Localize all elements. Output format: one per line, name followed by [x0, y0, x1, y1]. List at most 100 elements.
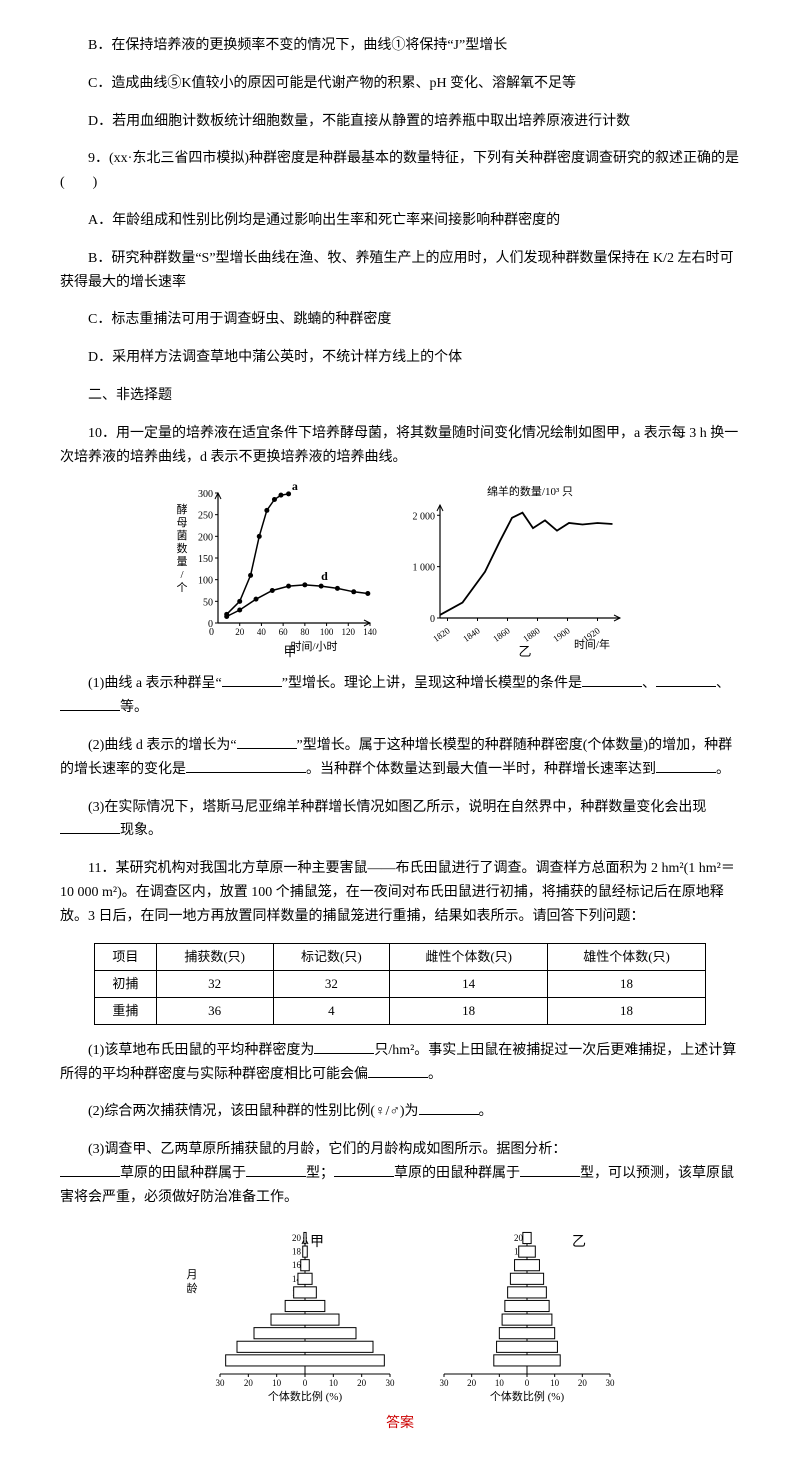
svg-text:1860: 1860 — [491, 626, 512, 645]
svg-text:140: 140 — [363, 627, 377, 637]
svg-text:乙: 乙 — [572, 1234, 586, 1250]
svg-text:绵羊的数量/10³ 只: 绵羊的数量/10³ 只 — [487, 484, 573, 498]
svg-text:母: 母 — [177, 516, 188, 529]
svg-text:菌: 菌 — [177, 529, 188, 542]
blank — [60, 1162, 120, 1177]
svg-text:1840: 1840 — [461, 626, 482, 645]
svg-text:0: 0 — [303, 1378, 308, 1388]
svg-text:个: 个 — [177, 581, 188, 594]
svg-text:30: 30 — [606, 1378, 616, 1388]
blank — [60, 819, 120, 834]
svg-text:0: 0 — [209, 627, 214, 638]
blank — [222, 672, 282, 687]
svg-text:20: 20 — [244, 1378, 254, 1388]
svg-text:1 000: 1 000 — [413, 563, 436, 574]
q10-figures: 0 50 100 150 200 250 300 20 40 60 80 100 120 140 0 a d 酵母… — [60, 483, 740, 658]
svg-text:乙: 乙 — [518, 644, 531, 658]
svg-text:60: 60 — [279, 627, 289, 637]
q9-stem: 9．(xx·东北三省四市模拟)种群密度是种群最基本的数量特征，下列有关种群密度调… — [60, 147, 740, 195]
q11-figures: 24681012141618203020100102030月龄个体数比例 (%)… — [60, 1224, 740, 1404]
opt-b: B．在保持培养液的更换频率不变的情况下，曲线①将保持“J”型增长 — [60, 34, 740, 58]
svg-text:20: 20 — [292, 1233, 302, 1243]
blank — [246, 1162, 306, 1177]
svg-text:30: 30 — [216, 1378, 226, 1388]
q10-stem: 10．用一定量的培养液在适宜条件下培养酵母菌，将其数量随时间变化情况绘制如图甲，… — [60, 422, 740, 470]
table-row: 初捕32321418 — [95, 970, 706, 997]
blank — [656, 758, 716, 773]
svg-text:d: d — [321, 570, 328, 584]
svg-text:月: 月 — [187, 1269, 198, 1281]
svg-text:2 000: 2 000 — [413, 512, 436, 523]
svg-text:100: 100 — [198, 576, 213, 587]
opt-d-line1: D．若用血细胞计数板统计细胞数量，不能直接从静置的培养瓶中取出培养原液进行计数 — [60, 110, 740, 134]
svg-text:a: a — [292, 483, 298, 493]
svg-text:18: 18 — [292, 1246, 302, 1256]
svg-text:50: 50 — [203, 598, 213, 609]
svg-text:1900: 1900 — [551, 626, 572, 645]
svg-text:时间/年: 时间/年 — [574, 637, 610, 651]
table-row: 重捕3641818 — [95, 997, 706, 1024]
q9-c: C．标志重捕法可用于调查蚜虫、跳蝻的种群密度 — [60, 308, 740, 332]
blank — [186, 758, 306, 773]
svg-text:10: 10 — [495, 1378, 505, 1388]
svg-text:0: 0 — [430, 614, 435, 625]
svg-text:150: 150 — [198, 554, 213, 565]
section-2-title: 二、非选择题 — [60, 384, 740, 408]
q11-p2: (2)综合两次捕获情况，该田鼠种群的性别比例(♀/♂)为。 — [60, 1100, 740, 1124]
svg-text:时间/小时: 时间/小时 — [290, 640, 337, 653]
svg-text:120: 120 — [342, 627, 356, 637]
q11-table: 项目捕获数(只)标记数(只)雌性个体数(只)雄性个体数(只) 初捕3232141… — [94, 943, 706, 1025]
answer-heading: 答案 — [60, 1412, 740, 1436]
blank — [419, 1100, 479, 1115]
svg-text:16: 16 — [292, 1260, 302, 1270]
chart-yeast: 050100150200250300204060801001201400ad酵母… — [170, 483, 380, 658]
svg-text:数: 数 — [177, 542, 188, 555]
svg-text:甲: 甲 — [283, 644, 296, 658]
q11-p3: (3)调查甲、乙两草原所捕获鼠的月龄，它们的月龄构成如图所示。据图分析： 草原的… — [60, 1138, 740, 1209]
table-header: 雄性个体数(只) — [548, 943, 706, 970]
svg-text:10: 10 — [550, 1378, 560, 1388]
svg-text:100: 100 — [320, 627, 334, 637]
blank — [582, 672, 642, 687]
svg-text:80: 80 — [300, 627, 310, 637]
svg-text:40: 40 — [257, 627, 267, 637]
pyramid-yi: 24681012141618203020100102030个体数比例 (%)乙 — [420, 1224, 620, 1404]
svg-text:/: / — [180, 569, 184, 581]
q11-p1: (1)该草地布氏田鼠的平均种群密度为只/hm²。事实上田鼠在被捕捉过一次后更难捕… — [60, 1039, 740, 1087]
pyramid-jia: 24681012141618203020100102030月龄个体数比例 (%)… — [180, 1224, 400, 1404]
q9-b: B．研究种群数量“S”型增长曲线在渔、牧、养殖生产上的应用时，人们发现种群数量保… — [60, 247, 740, 295]
svg-text:1880: 1880 — [521, 626, 542, 645]
svg-text:酵: 酵 — [177, 503, 188, 516]
blank — [520, 1162, 580, 1177]
blank — [237, 734, 297, 749]
svg-text:20: 20 — [578, 1378, 588, 1388]
table-header: 捕获数(只) — [156, 943, 273, 970]
q10-p3: (3)在实际情况下，塔斯马尼亚绵羊种群增长情况如图乙所示，说明在自然界中，种群数… — [60, 796, 740, 844]
svg-text:20: 20 — [467, 1378, 477, 1388]
chart-sheep: 绵羊的数量/10³ 只01 0002 000182018401860188019… — [400, 483, 630, 658]
table-header: 标记数(只) — [273, 943, 390, 970]
q9-d: D．采用样方法调查草地中蒲公英时，不统计样方线上的个体 — [60, 346, 740, 370]
svg-text:个体数比例 (%): 个体数比例 (%) — [490, 1389, 565, 1403]
q9-a: A．年龄组成和性别比例均是通过影响出生率和死亡率来间接影响种群密度的 — [60, 209, 740, 233]
svg-text:300: 300 — [198, 489, 213, 500]
svg-text:量: 量 — [177, 555, 188, 568]
svg-text:30: 30 — [386, 1378, 396, 1388]
q10-p2: (2)曲线 d 表示的增长为“”型增长。属于这种增长模型的种群随种群密度(个体数… — [60, 734, 740, 782]
blank — [656, 672, 716, 687]
svg-text:0: 0 — [525, 1378, 530, 1388]
svg-text:200: 200 — [198, 533, 213, 544]
table-header: 项目 — [95, 943, 157, 970]
svg-text:250: 250 — [198, 511, 213, 522]
svg-text:30: 30 — [440, 1378, 450, 1388]
svg-text:20: 20 — [235, 627, 245, 637]
svg-text:个体数比例 (%): 个体数比例 (%) — [268, 1389, 343, 1403]
svg-text:10: 10 — [272, 1378, 282, 1388]
blank — [60, 696, 120, 711]
blank — [314, 1039, 374, 1054]
svg-text:龄: 龄 — [187, 1281, 198, 1295]
svg-text:10: 10 — [329, 1378, 339, 1388]
svg-text:20: 20 — [514, 1233, 524, 1243]
svg-text:20: 20 — [357, 1378, 367, 1388]
blank — [368, 1063, 428, 1078]
